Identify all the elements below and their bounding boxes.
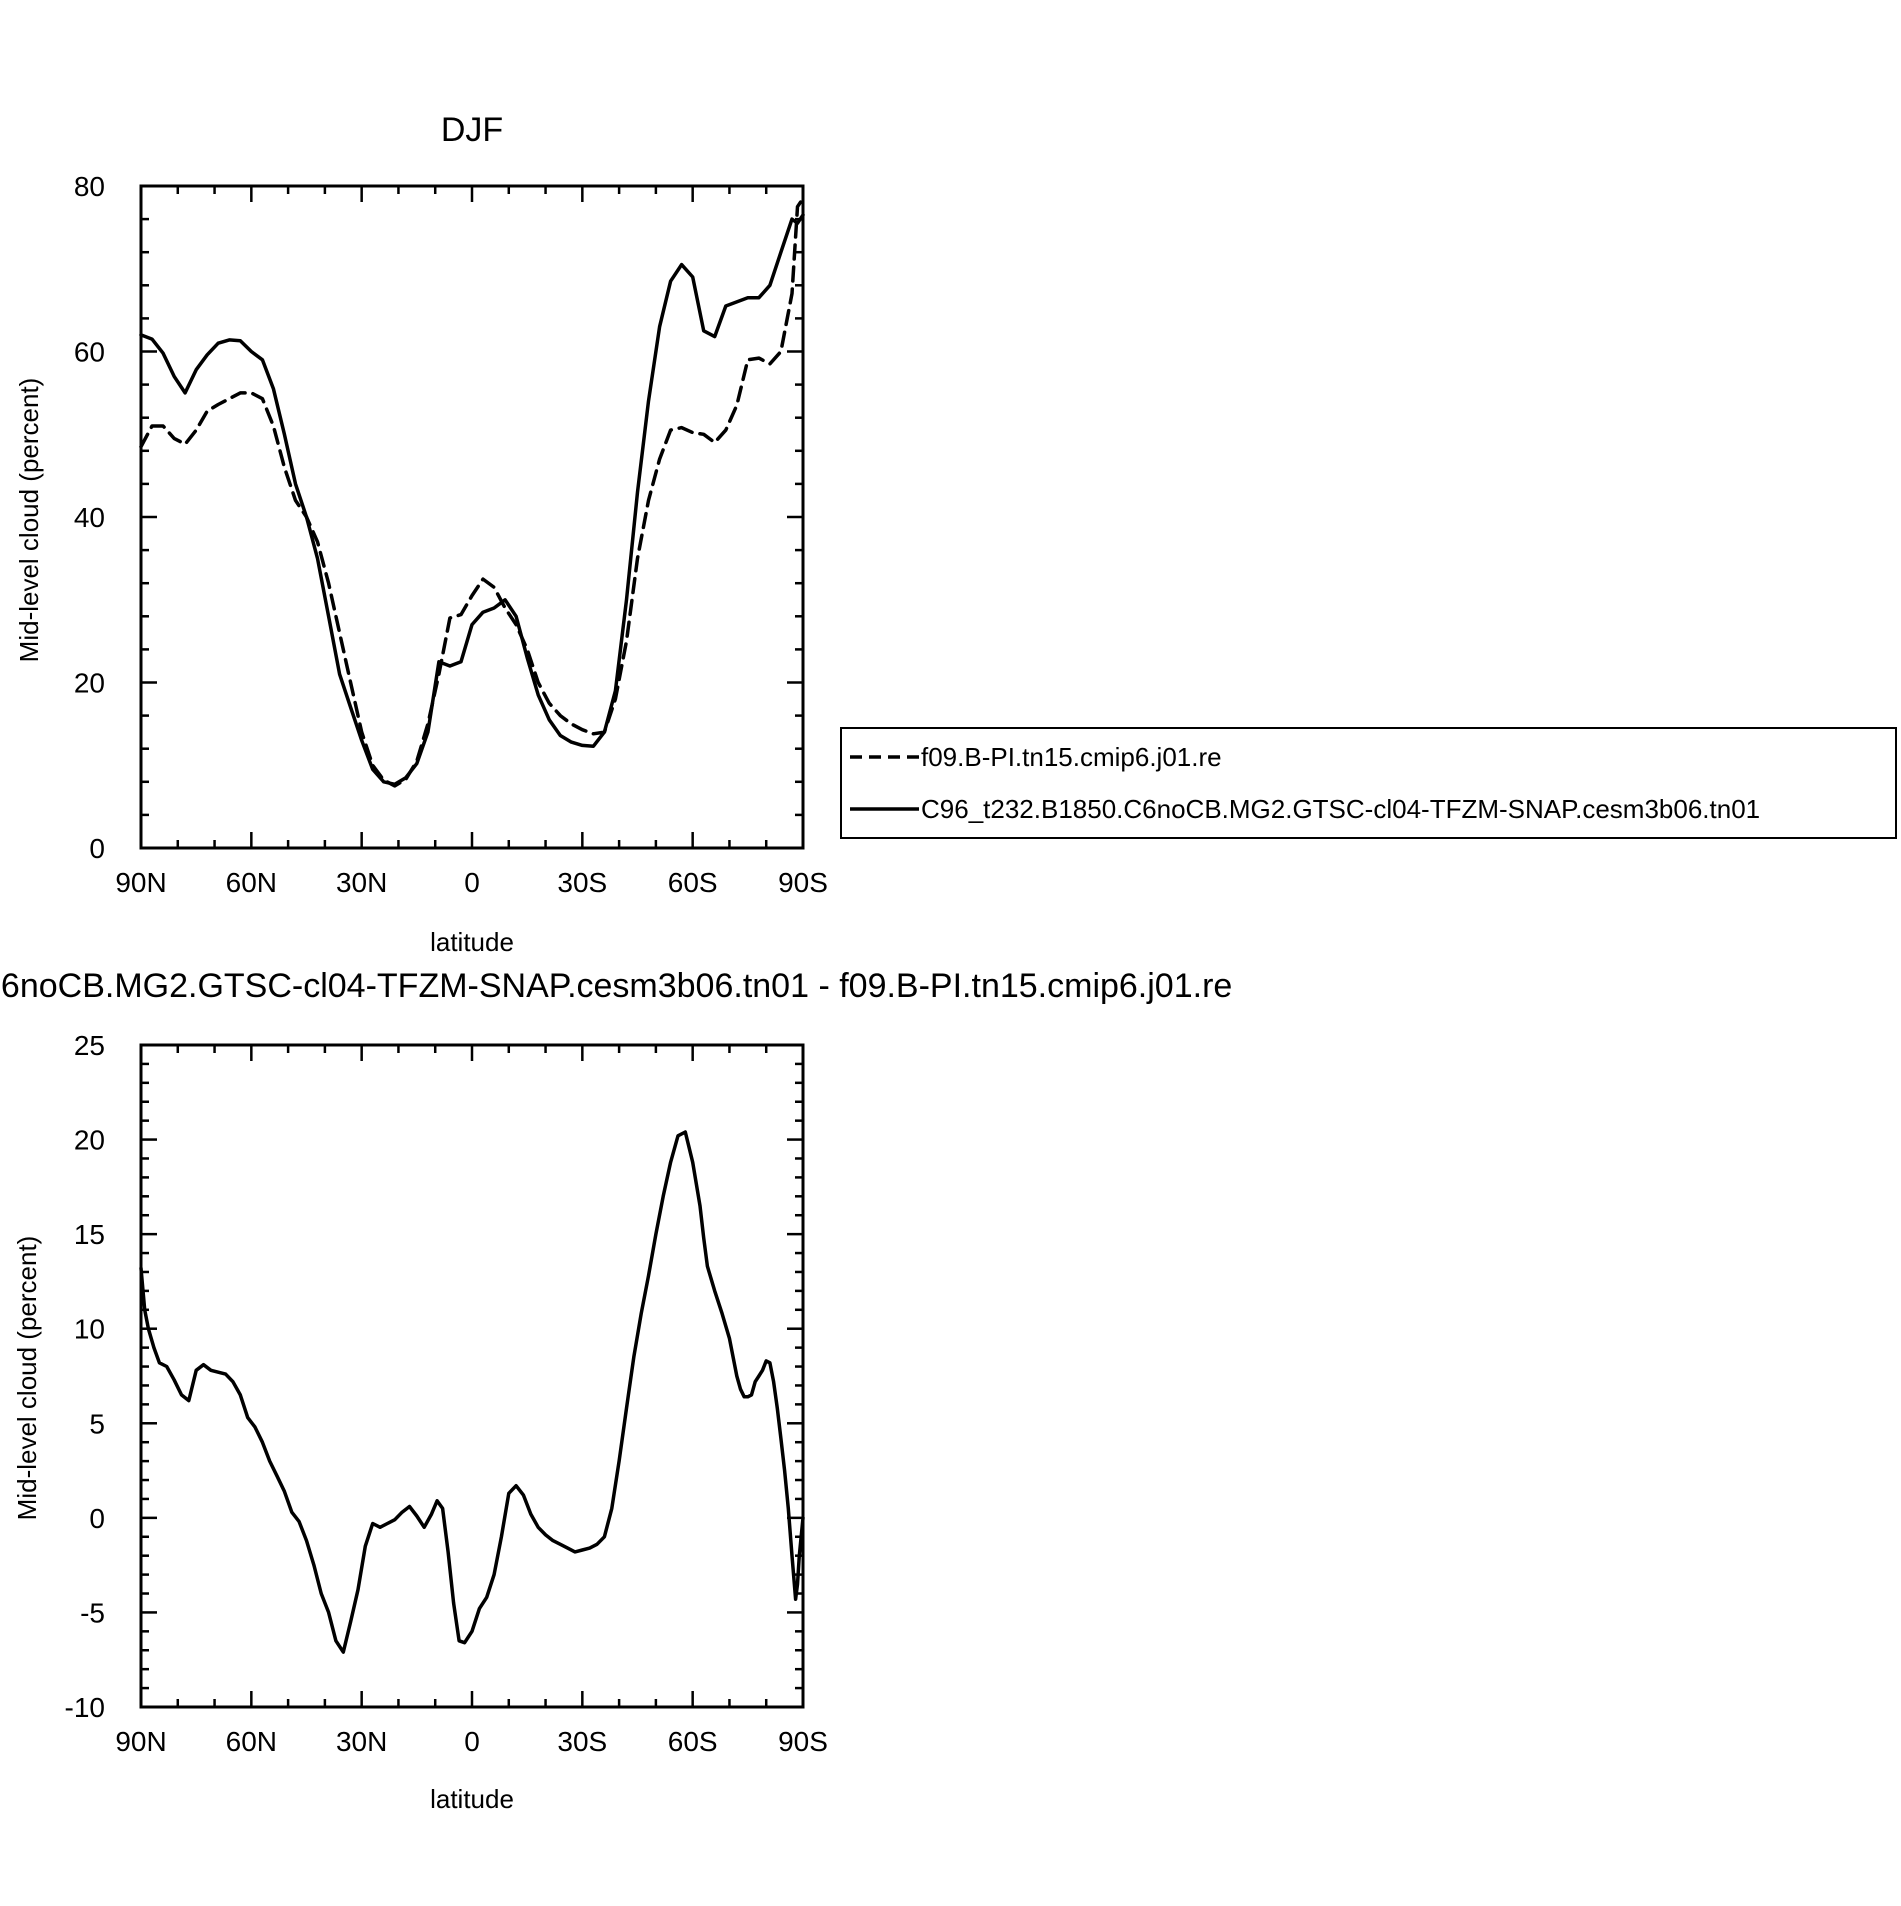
bottom-ticks	[139, 1043, 805, 1709]
bottom-y-axis-label: Mid-level cloud (percent)	[12, 1236, 42, 1521]
y-tick-label: 0	[89, 833, 105, 864]
top-panel: DJF Mid-level cloud (percent) latitude 9…	[14, 111, 1897, 957]
y-tick-label: -5	[80, 1597, 105, 1628]
x-tick-label: 0	[464, 867, 480, 898]
x-tick-label: 90N	[115, 867, 166, 898]
y-tick-label: -10	[65, 1692, 105, 1723]
top-series	[139, 196, 805, 788]
y-tick-label: 10	[74, 1314, 105, 1345]
y-tick-label: 60	[74, 337, 105, 368]
top-chart-title: DJF	[441, 111, 503, 149]
legend-entry-1: f09.B-PI.tn15.cmip6.j01.re	[921, 742, 1222, 772]
x-tick-label: 60S	[668, 1726, 718, 1757]
bottom-panel: C96_t232.B1850.C6noCB.MG2.GTSC-cl04-TFZM…	[0, 967, 1232, 1814]
bottom-tick-labels: 90N 60N 30N 0 30S 60S 90S -10 -5 0 5 10 15 20 25	[65, 1030, 828, 1757]
y-tick-label: 40	[74, 502, 105, 533]
x-tick-label: 60N	[226, 867, 277, 898]
top-y-axis-label: Mid-level cloud (percent)	[14, 378, 44, 663]
top-plot-frame	[139, 184, 805, 850]
x-tick-label: 30N	[336, 1726, 387, 1757]
legend-box	[840, 727, 1897, 839]
bottom-chart-title: C96_t232.B1850.C6noCB.MG2.GTSC-cl04-TFZM…	[0, 967, 1232, 1005]
top-tick-labels: 90N 60N 30N 0 30S 60S 90S 0 20 40 60 80	[74, 171, 828, 898]
bottom-plot-frame	[139, 1043, 805, 1709]
x-tick-label: 60N	[226, 1726, 277, 1757]
bottom-series	[139, 1130, 805, 1654]
y-tick-label: 20	[74, 1125, 105, 1156]
x-tick-label: 30S	[557, 1726, 607, 1757]
y-tick-label: 20	[74, 668, 105, 699]
top-ticks	[139, 184, 805, 850]
x-tick-label: 90N	[115, 1726, 166, 1757]
series-line-dashed	[139, 196, 805, 788]
x-tick-label: 30S	[557, 867, 607, 898]
x-tick-label: 90S	[778, 1726, 828, 1757]
y-tick-label: 0	[89, 1503, 105, 1534]
y-tick-label: 5	[89, 1408, 105, 1439]
x-tick-label: 60S	[668, 867, 718, 898]
legend-entry-2: C96_t232.B1850.C6noCB.MG2.GTSC-cl04-TFZM…	[921, 794, 1760, 824]
y-tick-label: 15	[74, 1219, 105, 1250]
bottom-x-axis-label: latitude	[430, 1784, 514, 1814]
series-line-solid	[139, 213, 805, 787]
y-tick-label: 80	[74, 171, 105, 202]
x-tick-label: 0	[464, 1726, 480, 1757]
y-tick-label: 25	[74, 1030, 105, 1061]
x-tick-label: 30N	[336, 867, 387, 898]
top-x-axis-label: latitude	[430, 927, 514, 957]
series-line-solid	[139, 1130, 805, 1654]
x-tick-label: 90S	[778, 867, 828, 898]
legend: f09.B-PI.tn15.cmip6.j01.re C96_t232.B185…	[840, 727, 1897, 839]
